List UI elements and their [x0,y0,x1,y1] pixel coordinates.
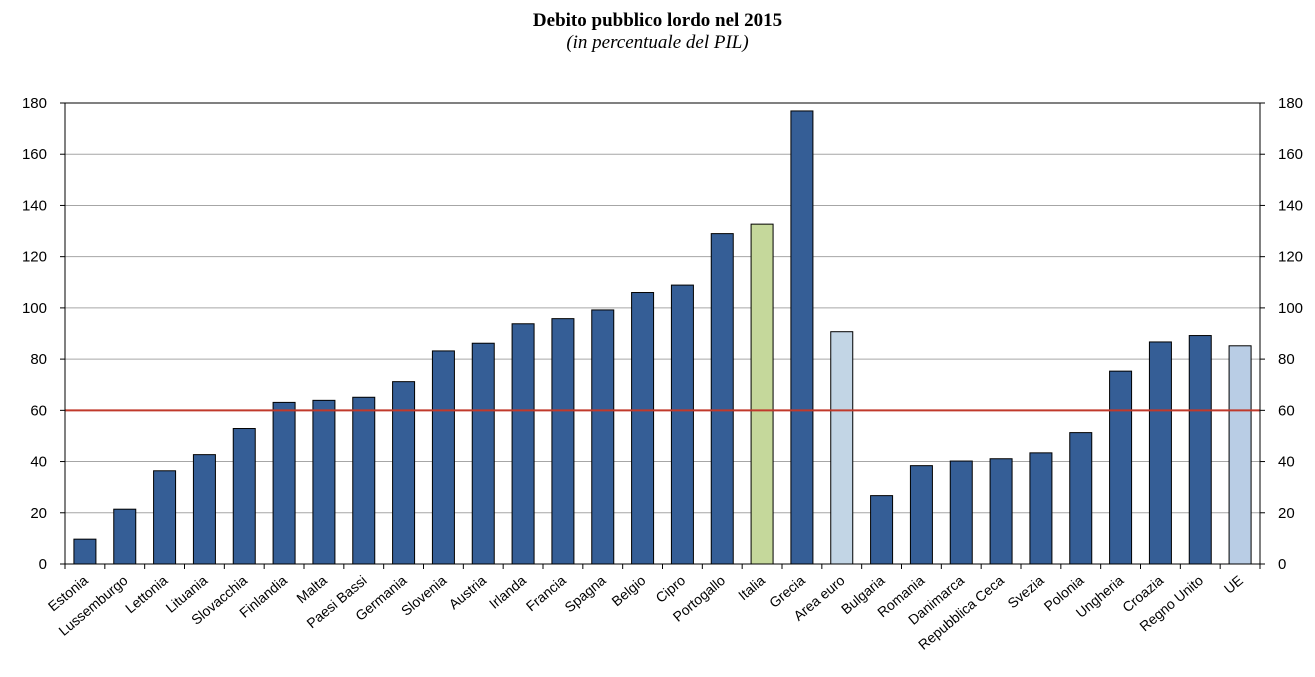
x-tick-label: Irlanda [486,572,529,612]
x-tick-label: Italia [735,572,768,603]
bar [1228,345,1252,565]
y-tick-label-left: 40 [30,454,47,471]
bar [631,292,655,565]
y-tick-label-left: 100 [22,300,47,317]
chart-title: Debito pubblico lordo nel 2015 [532,10,783,31]
y-tick-label-right: 160 [1278,146,1303,163]
x-tick-label: Austria [446,572,490,612]
bar [949,460,973,565]
x-tick-label: Spagna [561,572,608,615]
bar [909,465,933,565]
x-tick-label: Slovenia [398,572,450,619]
y-tick-label-right: 20 [1278,505,1295,522]
bar [1109,370,1133,565]
y-tick-label-left: 120 [22,249,47,266]
x-tick-label: Svezia [1004,572,1047,611]
chart-subtitle: (in percentuale del PIL) [566,32,749,53]
bar [790,110,814,565]
y-tick-label-right: 100 [1278,300,1303,317]
bar [750,223,774,565]
bar [591,309,615,565]
y-tick-label-left: 180 [22,95,47,112]
y-tick-label-right: 80 [1278,351,1295,368]
bar [511,323,535,565]
y-tick-label-left: 0 [39,556,47,573]
x-tick-label: Lussemburgo [55,572,130,639]
bar [670,284,694,565]
y-tick-label-left: 80 [30,351,47,368]
bar [113,508,137,565]
bar [352,396,376,565]
x-tick-label: Lettonia [122,572,171,616]
bar [1069,432,1093,565]
bar [392,381,416,565]
bar [710,233,734,565]
chart-title-block: Debito pubblico lordo nel 2015 (in perce… [0,10,1315,54]
y-tick-label-right: 40 [1278,454,1295,471]
y-tick-label-left: 60 [30,402,47,419]
bar [551,318,575,565]
bar [471,342,495,565]
bar [312,399,336,565]
bar [989,458,1013,565]
y-tick-label-left: 140 [22,197,47,214]
bar [232,428,256,565]
x-tick-label: UE [1221,572,1246,597]
bar [1148,341,1172,565]
bar [1029,452,1053,565]
y-tick-label-left: 20 [30,505,47,522]
y-tick-label-right: 180 [1278,95,1303,112]
bar [830,331,854,565]
bar [73,538,97,565]
bar [431,350,455,565]
y-tick-label-right: 0 [1278,556,1286,573]
y-tick-label-right: 140 [1278,197,1303,214]
x-tick-label: Francia [523,572,569,614]
bar [192,454,216,565]
bar [272,401,296,565]
bar [153,470,177,565]
bar [870,495,894,565]
bar [1188,335,1212,565]
y-tick-label-right: 120 [1278,249,1303,266]
y-tick-label-left: 160 [22,146,47,163]
y-tick-label-right: 60 [1278,402,1295,419]
x-tick-label: Belgio [608,572,648,609]
